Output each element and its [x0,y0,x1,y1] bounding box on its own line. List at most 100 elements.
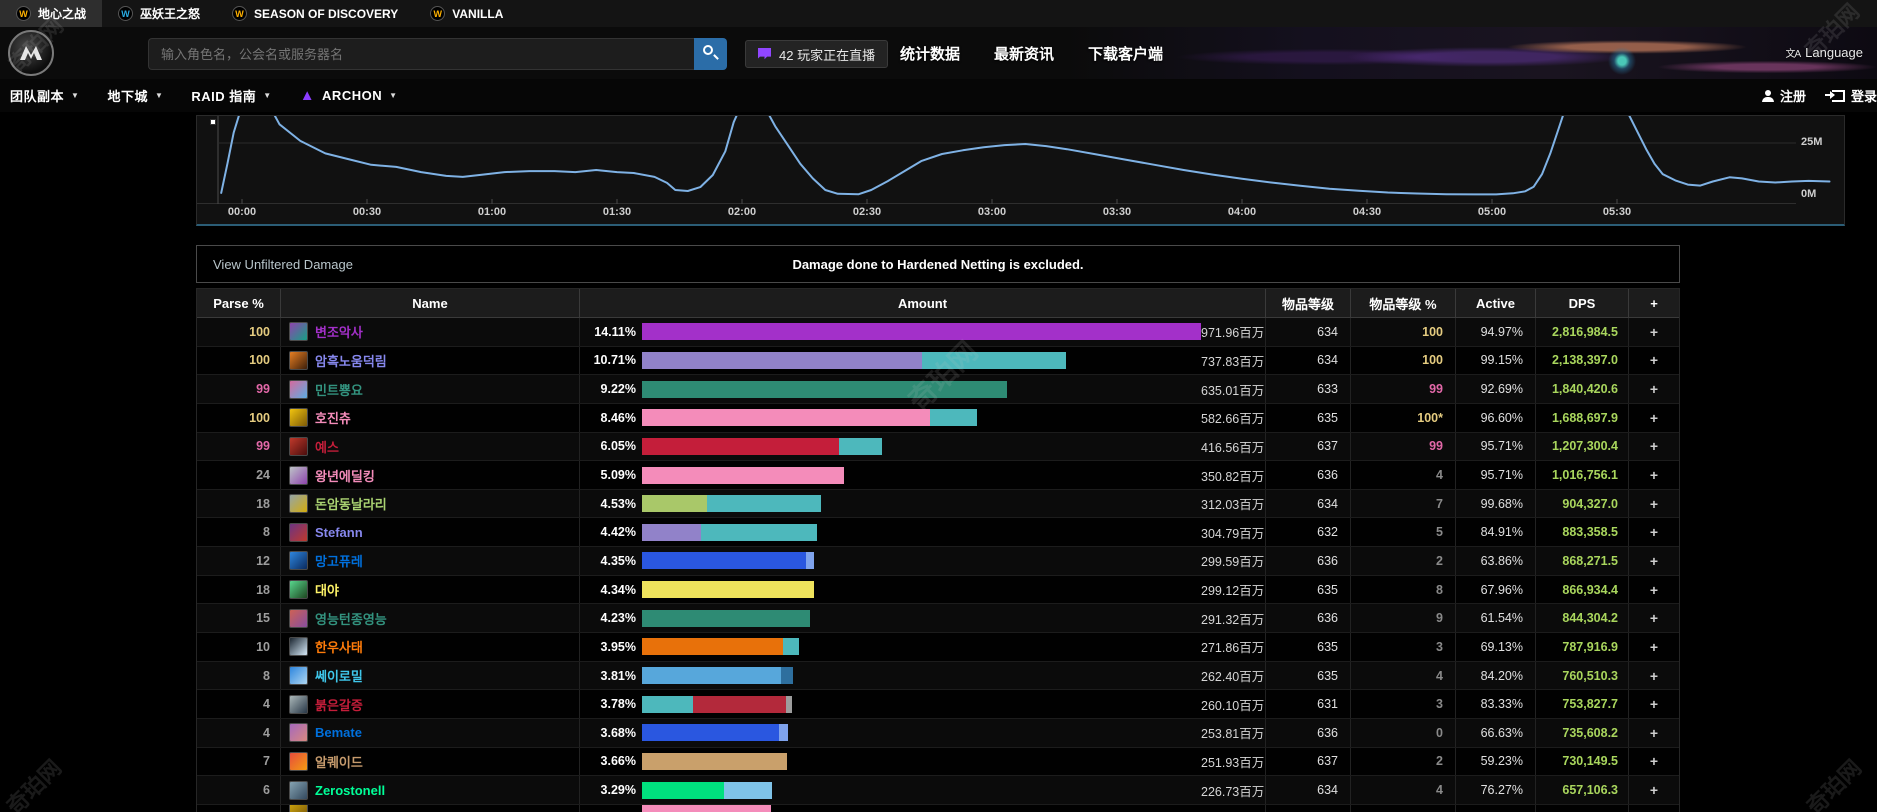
item-level: 632 [1266,518,1351,547]
wow-logo-icon: W [430,6,446,21]
expand-row-button[interactable]: + [1649,495,1659,512]
search-button[interactable] [694,38,727,70]
table-row: 8 Stefann 4.42% 304.79百万 632 5 84.91% 883,358.5… [197,518,1679,548]
player-name-link[interactable]: 예스 [315,439,339,455]
expand-row-button[interactable]: + [1649,552,1659,569]
item-level-percent: 2 [1351,747,1456,776]
player-name-link[interactable]: 암흑노움덕림 [315,353,387,369]
x-tick-label: 05:00 [1477,206,1507,218]
column-header-5[interactable]: Active [1456,289,1536,317]
damage-bar-segment [642,638,783,656]
nav-item-archon[interactable]: ▲ ARCHON ▼ [299,87,398,104]
player-name-link[interactable]: 붉은갈증 [315,697,363,713]
column-header-1[interactable]: Name [281,289,580,317]
expand-row-button[interactable]: + [1649,667,1659,684]
player-name-link[interactable]: 민트뿅요 [315,382,363,398]
version-tab-2[interactable]: W SEASON OF DISCOVERY [216,0,414,27]
damage-timeline-chart[interactable]: 00:00 00:30 01:00 01:30 02:00 02:30 03:00 03:30… [196,115,1845,226]
version-tab-label: VANILLA [452,6,504,21]
class-spec-icon [289,322,308,342]
expand-row-button[interactable]: + [1649,409,1659,426]
player-name-link[interactable]: 변조악사 [315,325,363,341]
expand-row-button[interactable]: + [1649,782,1659,799]
damage-bar-segment [922,351,1067,369]
active-percent: 95.71% [1456,461,1536,489]
view-unfiltered-damage-link[interactable]: View Unfiltered Damage [213,256,353,272]
login-button[interactable]: 登录 [1824,86,1877,105]
parse-percent: 99 [197,375,281,403]
player-name-link[interactable]: 영능턴종영능 [315,611,387,627]
column-header-0[interactable]: Parse % [197,289,281,317]
player-name-link[interactable]: 대야 [315,583,339,599]
player-name-link[interactable]: Bemate [315,725,362,741]
player-name-link[interactable]: 한우사태 [315,640,363,656]
person-icon [1761,89,1774,102]
damage-bar-segment [642,351,922,369]
damage-bar [642,581,815,599]
player-name-link[interactable]: 쎄이로밀 [315,669,363,684]
expand-row-button[interactable]: + [1649,696,1659,713]
header-link-download-client[interactable]: 下载客户端 [1088,45,1164,63]
expand-row-button[interactable]: + [1649,438,1659,455]
expand-row-button[interactable]: + [1649,467,1659,484]
player-name-link[interactable]: Stefann [315,524,363,540]
dps-value: 2,138,397.0 [1536,346,1629,375]
damage-amount: 312.03百万 [1201,498,1265,513]
table-row: 6 Zerostonell 3.29% 226.73百万 634 4 76.27% 657,1… [197,776,1679,805]
expand-row-button[interactable]: + [1649,638,1659,655]
x-tick-label: 02:00 [727,206,757,218]
table-row: 24 왕년에딜킹 5.09% 350.82百万 636 4 95.71% 1,016,756.… [197,461,1679,490]
damage-bar-segment [642,466,844,484]
version-tab-3[interactable]: W VANILLA [414,0,519,27]
item-level-percent: 3 [1351,633,1456,661]
expand-row-button[interactable] [1629,805,1679,812]
player-name-link[interactable]: 돈암동날라리 [315,497,387,513]
expand-row-button[interactable]: + [1649,753,1659,770]
register-button[interactable]: 注册 [1761,86,1806,105]
nav-item-dungeons[interactable]: 地下城 ▼ [107,89,164,104]
expand-row-button[interactable]: + [1649,610,1659,627]
archon-icon: ▲ [299,87,316,104]
active-percent: 96.60% [1456,403,1536,432]
expand-row-button[interactable]: + [1649,352,1659,369]
site-logo-icon[interactable] [8,30,54,76]
nav-item-raids[interactable]: 团队副本 ▼ [10,89,80,104]
class-spec-icon [289,436,308,456]
nav-item-raid-guides[interactable]: RAID 指南 ▼ [191,89,272,104]
version-tab-1[interactable]: W 巫妖王之怒 [102,0,216,27]
item-level-percent: 5 [1351,518,1456,547]
damage-bar-track [642,581,1201,599]
column-header-7[interactable]: + [1650,295,1658,311]
player-name-link[interactable]: 망고퓨레 [315,554,363,570]
column-header-4[interactable]: 物品等级 % [1351,289,1456,317]
chart-marker[interactable] [210,119,216,125]
player-name-link[interactable]: 왕년에딜킹 [315,468,375,484]
expand-row-button[interactable]: + [1649,323,1659,340]
search-input[interactable] [148,38,694,70]
item-level: 634 [1266,318,1351,346]
column-header-6[interactable]: DPS [1536,289,1629,317]
player-name-link[interactable]: 호진츄 [315,411,351,427]
expand-row-button[interactable]: + [1649,381,1659,398]
header-link-statistics[interactable]: 统计数据 [900,45,961,63]
expand-row-button[interactable]: + [1649,724,1659,741]
damage-bar [642,409,978,427]
player-name-link[interactable]: 알퀘이드 [315,754,363,770]
header-link-news[interactable]: 最新资讯 [994,45,1055,63]
expand-row-button[interactable]: + [1649,524,1659,541]
damage-bar-segment [642,323,1201,341]
column-header-2[interactable]: Amount [580,289,1266,317]
expand-row-button[interactable]: + [1649,581,1659,598]
damage-bar-track [642,695,1201,713]
item-level-percent: 0 [1351,718,1456,747]
player-name-link[interactable]: Zerostonell [315,782,386,798]
damage-amount: 737.83百万 [1201,354,1265,369]
column-header-3[interactable]: 物品等级 [1266,289,1351,317]
damage-bar [642,323,1201,341]
table-row: 99 민트뿅요 9.22% 635.01百万 633 99 92.69% 1,840,420.… [197,375,1679,404]
language-selector[interactable]: 文A Language [1785,45,1863,60]
dps-value: 760,510.3 [1536,661,1629,690]
dps-value: 866,934.4 [1536,575,1629,604]
twitch-live-badge[interactable]: 42 玩家正在直播 [745,40,889,68]
version-tab-0[interactable]: W 地心之战 [0,0,103,27]
